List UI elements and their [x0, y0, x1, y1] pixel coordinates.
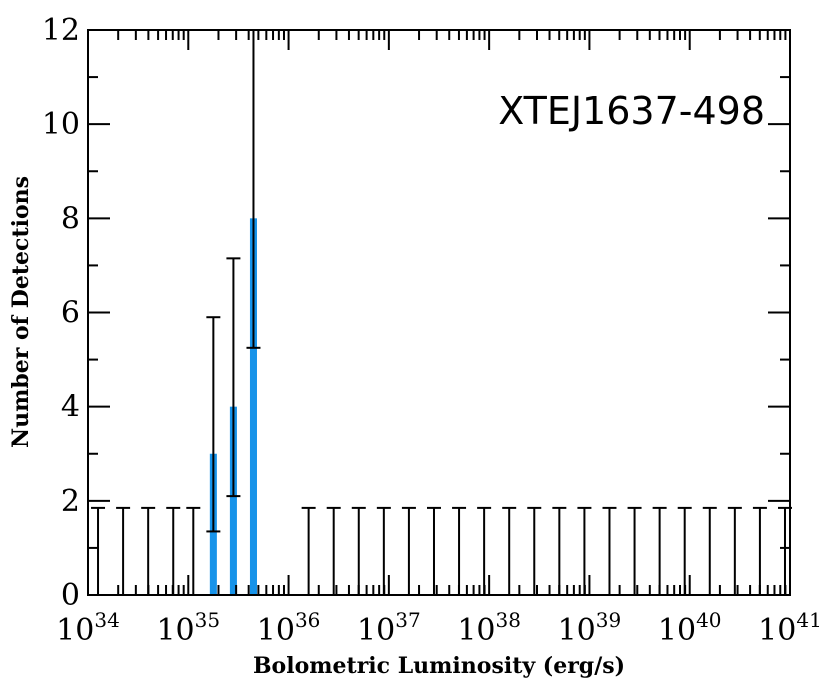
upper-limit-20 — [677, 506, 692, 595]
upper-limit-9 — [401, 506, 416, 595]
y-tick-label: 2 — [61, 484, 80, 519]
x-tick-label: 1036 — [257, 608, 321, 648]
upper-limit-19 — [652, 506, 667, 595]
upper-limit-4 — [186, 506, 201, 595]
upper-limit-7 — [351, 506, 366, 595]
x-tick-label: 1040 — [658, 608, 722, 648]
upper-limit-15 — [552, 506, 567, 595]
upper-limit-1 — [116, 506, 131, 595]
y-tick-label: 10 — [42, 107, 80, 142]
upper-limit-11 — [452, 506, 467, 595]
bar-1 — [229, 406, 237, 595]
upper-limit-13 — [502, 506, 517, 595]
bar-2 — [249, 218, 257, 596]
upper-limit-18 — [627, 506, 642, 595]
y-tick-label: 8 — [61, 201, 80, 236]
upper-limits-layer — [91, 506, 792, 595]
upper-limit-16 — [577, 506, 592, 595]
source-annotation: XTEJ1637-498 — [498, 89, 765, 133]
upper-limit-12 — [477, 506, 492, 595]
error-bar-1 — [226, 257, 241, 498]
upper-limit-23 — [752, 506, 767, 595]
x-tick-label: 1037 — [357, 608, 421, 648]
x-tick-label: 1038 — [457, 608, 521, 648]
x-tick-label: 1039 — [558, 608, 622, 648]
axis-ticks — [87, 29, 791, 596]
x-tick-label: 1034 — [56, 608, 120, 648]
upper-limit-8 — [376, 506, 391, 595]
x-tick-label: 1041 — [758, 608, 822, 648]
x-axis-label: Bolometric Luminosity (erg/s) — [253, 653, 625, 679]
x-tick-label: 1035 — [156, 608, 220, 648]
upper-limit-2 — [141, 506, 156, 595]
upper-limit-0 — [91, 506, 106, 595]
y-tick-label: 4 — [61, 390, 80, 425]
upper-limit-3 — [166, 506, 181, 595]
y-tick-label: 0 — [61, 578, 80, 613]
error-bars-layer — [206, 29, 261, 533]
upper-limit-17 — [602, 506, 617, 595]
y-axis-label: Number of Detections — [8, 176, 34, 448]
upper-limit-14 — [527, 506, 542, 595]
upper-limit-22 — [727, 506, 742, 595]
upper-limit-21 — [702, 506, 717, 595]
error-bar-0 — [206, 316, 221, 533]
y-tick-label: 6 — [61, 296, 80, 331]
y-tick-labels: 0 2 4 6 8 10 12 — [42, 13, 80, 613]
y-tick-label: 12 — [42, 13, 80, 48]
error-bar-2 — [246, 29, 261, 349]
upper-limit-10 — [426, 506, 441, 595]
x-tick-labels: 1034 1035 1036 1037 1038 1039 1040 1041 — [56, 608, 822, 648]
upper-limit-6 — [326, 506, 341, 595]
upper-limit-5 — [301, 506, 316, 595]
